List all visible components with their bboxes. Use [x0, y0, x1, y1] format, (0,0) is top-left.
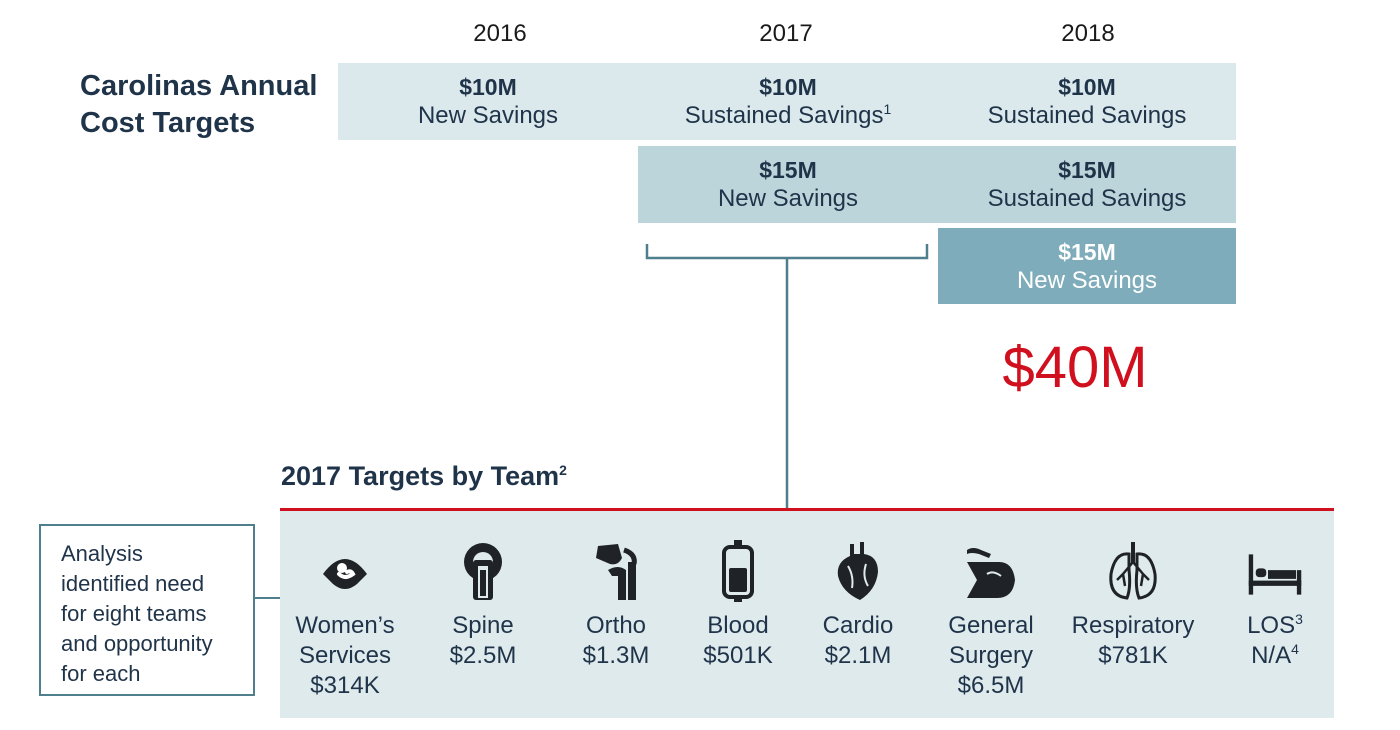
ultrasound-icon: [323, 559, 367, 589]
team-value: $314K: [310, 672, 380, 699]
team-name: Cardio: [822, 612, 894, 639]
team-ortho: Ortho $1.3M: [546, 540, 686, 671]
team-name: Blood: [707, 612, 769, 639]
box-amount: $10M: [459, 74, 517, 100]
knee-joint-icon: [596, 544, 637, 600]
box-desc: New Savings: [417, 102, 559, 129]
year-2017: 2017: [759, 20, 813, 47]
team-blood: Blood $501K: [668, 540, 808, 671]
team-name: Respiratory: [1071, 612, 1195, 639]
savings-box-2017-new: $15M New Savings: [638, 146, 938, 223]
box-desc: Sustained Savings1: [684, 101, 892, 129]
team-value: $781K: [1098, 642, 1168, 669]
page-title: Carolinas Annual Cost Targets: [80, 70, 318, 139]
surgery-icon: [967, 548, 1015, 598]
team-respiratory: Respiratory $781K: [1063, 540, 1203, 671]
team-value: $501K: [703, 642, 773, 669]
team-spine: Spine $2.5M: [413, 540, 553, 671]
box-amount: $15M: [1058, 157, 1116, 183]
team-value: $2.1M: [824, 642, 892, 669]
team-value: $6.5M: [957, 672, 1025, 699]
savings-box-2018-new: $15M New Savings: [938, 228, 1236, 304]
box-desc: New Savings: [1016, 267, 1158, 294]
team-value: N/A4: [1251, 641, 1299, 669]
team-womens-services: Women’s Services $314K: [275, 540, 415, 701]
team-value: $1.3M: [582, 642, 650, 669]
team-name: General Surgery: [948, 612, 1034, 669]
year-2018: 2018: [1061, 20, 1115, 47]
section-title: 2017 Targets by Team2: [281, 461, 567, 491]
team-los: LOS3 N/A4: [1205, 540, 1345, 671]
teams-panel: [280, 508, 1334, 718]
team-name: Women’s Services: [295, 612, 395, 669]
box-desc: Sustained Savings: [987, 102, 1187, 129]
box-amount: $15M: [759, 157, 817, 183]
team-general-surgery: General Surgery $6.5M: [921, 540, 1061, 701]
box-desc: New Savings: [717, 185, 859, 212]
savings-box-2018-sustained-a: $10M Sustained Savings: [938, 63, 1236, 140]
heart-icon: [837, 542, 878, 600]
hospital-bed-icon: [1248, 554, 1302, 595]
box-desc: Sustained Savings: [987, 185, 1187, 212]
team-name: LOS3: [1247, 611, 1303, 639]
mri-scanner-icon: [464, 543, 502, 600]
year-2016: 2016: [473, 20, 527, 47]
savings-box-2018-sustained-b: $15M Sustained Savings: [938, 146, 1236, 223]
box-amount: $10M: [1058, 74, 1116, 100]
lungs-icon: [1109, 542, 1157, 600]
team-name: Ortho: [585, 612, 647, 639]
box-amount: $10M: [759, 74, 817, 100]
savings-box-2016-new: $10M New Savings: [338, 63, 638, 140]
team-value: $2.5M: [449, 642, 517, 669]
bracket-2017: [645, 244, 929, 260]
analysis-note: Analysis identified need for eight teams…: [39, 524, 255, 696]
team-cardio: Cardio $2.1M: [788, 540, 928, 671]
blood-bag-icon: [722, 540, 754, 602]
total-target: $40M: [1002, 335, 1148, 400]
team-name: Spine: [452, 612, 514, 639]
savings-box-2017-sustained: $10M Sustained Savings1: [638, 63, 938, 140]
box-amount: $15M: [1058, 239, 1116, 265]
